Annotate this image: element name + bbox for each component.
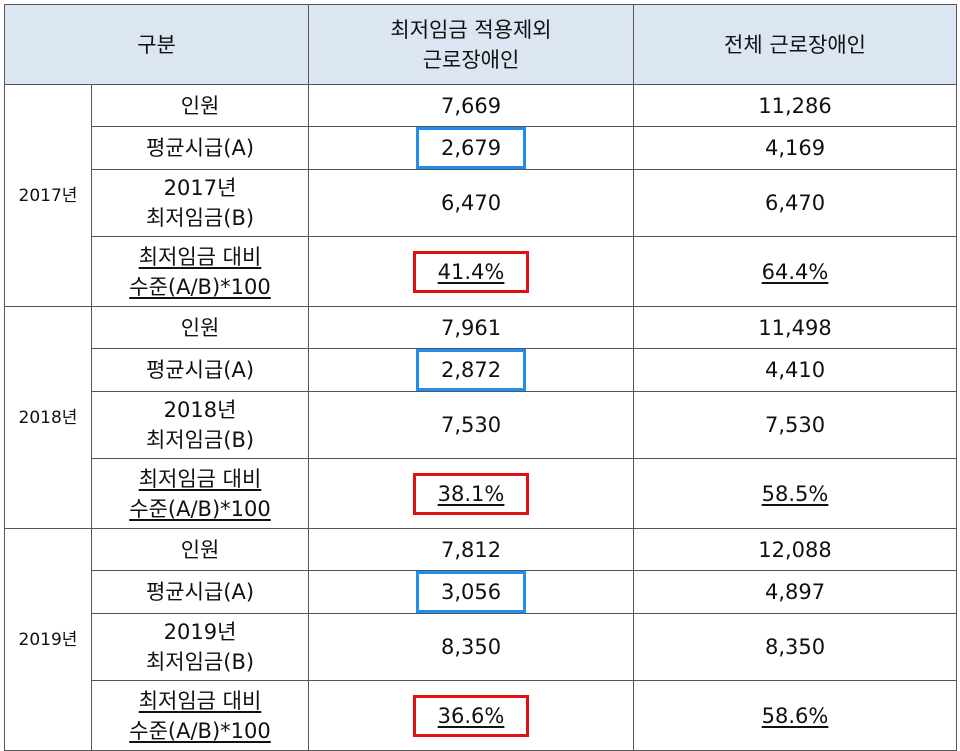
min-wage-excluded: 6,470 bbox=[308, 169, 635, 237]
avg-hourly-excluded-cell: 2,679 bbox=[308, 126, 635, 170]
min-wage-all: 8,350 bbox=[633, 613, 958, 681]
headcount-all: 12,088 bbox=[633, 528, 958, 571]
headcount-all: 11,286 bbox=[633, 84, 958, 127]
header-row: 구분 최저임금 적용제외 근로장애인 전체 근로장애인 bbox=[3, 4, 958, 85]
avg-hourly-excluded-cell: 3,056 bbox=[308, 570, 635, 614]
avg-hourly-excluded: 2,679 bbox=[415, 127, 527, 169]
year-label: 2018년 bbox=[4, 306, 92, 529]
headcount-all: 11,498 bbox=[633, 306, 958, 349]
year-label: 2017년 bbox=[4, 84, 92, 307]
wage-table: 구분 최저임금 적용제외 근로장애인 전체 근로장애인 2017년 인원 7,669… bbox=[3, 4, 958, 751]
row-label-avg-hourly: 평균시급(A) bbox=[90, 348, 310, 392]
row-label-avg-hourly: 평균시급(A) bbox=[90, 126, 310, 170]
header-all: 전체 근로장애인 bbox=[633, 4, 958, 85]
ratio-all: 64.4% bbox=[761, 259, 829, 284]
ratio-excluded-cell: 38.1% bbox=[308, 458, 635, 529]
min-wage-year: 2017년 bbox=[163, 176, 237, 200]
ratio-label-line2: 수준(A/B)*100 bbox=[129, 496, 271, 521]
row-label-headcount: 인원 bbox=[90, 306, 310, 349]
ratio-excluded: 41.4% bbox=[412, 250, 530, 293]
headcount-excluded: 7,669 bbox=[308, 84, 635, 127]
min-wage-label: 최저임금(B) bbox=[145, 428, 255, 452]
ratio-excluded-cell: 36.6% bbox=[308, 680, 635, 751]
ratio-all-cell: 64.4% bbox=[633, 236, 958, 307]
header-category: 구분 bbox=[3, 4, 310, 85]
ratio-label-line1: 최저임금 대비 bbox=[138, 244, 262, 269]
table-row: 2018년 인원 7,961 11,498 bbox=[4, 306, 958, 529]
ratio-label-line1: 최저임금 대비 bbox=[138, 688, 262, 713]
row-label-avg-hourly: 평균시급(A) bbox=[90, 570, 310, 614]
avg-hourly-excluded: 2,872 bbox=[415, 349, 527, 391]
table-row: 2017년 최저임금(B) 6,470 6,470 bbox=[5, 169, 958, 237]
table-row: 평균시급(A) 2,679 4,169 bbox=[5, 126, 958, 170]
ratio-excluded: 38.1% bbox=[412, 472, 530, 515]
min-wage-excluded: 7,530 bbox=[308, 391, 635, 459]
ratio-all: 58.5% bbox=[761, 481, 829, 506]
table-row: 2019년 최저임금(B) 8,350 8,350 bbox=[5, 613, 958, 681]
avg-hourly-all: 4,897 bbox=[633, 570, 958, 614]
ratio-excluded-cell: 41.4% bbox=[308, 236, 635, 307]
header-excluded: 최저임금 적용제외 근로장애인 bbox=[308, 4, 635, 85]
table-row: 2019년 인원 7,812 12,088 bbox=[4, 528, 958, 751]
min-wage-all: 6,470 bbox=[633, 169, 958, 237]
avg-hourly-excluded: 3,056 bbox=[415, 571, 527, 613]
table-row: 2017년 인원 7,669 11,286 bbox=[4, 84, 958, 307]
year-label: 2019년 bbox=[4, 528, 92, 751]
row-label-headcount: 인원 bbox=[90, 84, 310, 127]
ratio-excluded: 36.6% bbox=[412, 694, 530, 737]
avg-hourly-all: 4,410 bbox=[633, 348, 958, 392]
header-excluded-line1: 최저임금 적용제외 bbox=[390, 17, 552, 42]
min-wage-year: 2019년 bbox=[163, 620, 237, 644]
table-row: 평균시급(A) 3,056 4,897 bbox=[5, 570, 958, 614]
table-row: 2018년 최저임금(B) 7,530 7,530 bbox=[5, 391, 958, 459]
ratio-all: 58.6% bbox=[761, 703, 829, 728]
ratio-label-line1: 최저임금 대비 bbox=[138, 466, 262, 491]
ratio-label-line2: 수준(A/B)*100 bbox=[129, 718, 271, 743]
min-wage-year: 2018년 bbox=[163, 398, 237, 422]
header-excluded-line2: 근로장애인 bbox=[422, 47, 520, 72]
min-wage-all: 7,530 bbox=[633, 391, 958, 459]
ratio-all-cell: 58.5% bbox=[633, 458, 958, 529]
table-row: 평균시급(A) 2,872 4,410 bbox=[5, 348, 958, 392]
min-wage-label: 최저임금(B) bbox=[145, 206, 255, 230]
ratio-label-line2: 수준(A/B)*100 bbox=[129, 274, 271, 299]
min-wage-label: 최저임금(B) bbox=[145, 650, 255, 674]
avg-hourly-all: 4,169 bbox=[633, 126, 958, 170]
avg-hourly-excluded-cell: 2,872 bbox=[308, 348, 635, 392]
headcount-excluded: 7,961 bbox=[308, 306, 635, 349]
ratio-all-cell: 58.6% bbox=[633, 680, 958, 751]
row-label-headcount: 인원 bbox=[90, 528, 310, 571]
min-wage-excluded: 8,350 bbox=[308, 613, 635, 681]
headcount-excluded: 7,812 bbox=[308, 528, 635, 571]
